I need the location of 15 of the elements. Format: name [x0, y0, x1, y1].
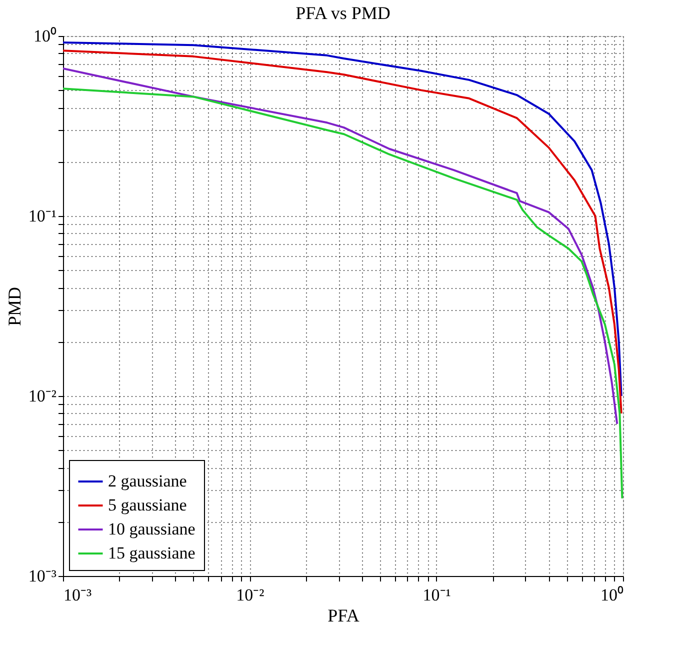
y-tick-label: 10⁻¹ [28, 206, 56, 226]
legend-label: 5 gaussiane [108, 496, 187, 514]
x-tick-label: 10⁻³ [64, 586, 92, 604]
x-tick-label: 10⁰ [600, 586, 624, 604]
chart-title: PFA vs PMD [296, 3, 390, 23]
x-axis-title: PFA [328, 606, 360, 626]
y-axis-title: PMD [4, 286, 24, 326]
x-tick-label: 10⁻² [236, 586, 264, 604]
y-tick-label: 10⁻³ [28, 566, 56, 586]
x-tick-label: 10⁻¹ [422, 586, 451, 604]
legend-label: 10 gaussiane [108, 520, 196, 538]
legend-label: 2 gaussiane [108, 472, 187, 490]
y-tick-label: 10⁰ [34, 26, 56, 46]
legend-label: 15 gaussiane [108, 544, 196, 562]
y-tick-label: 10⁻² [28, 386, 56, 406]
